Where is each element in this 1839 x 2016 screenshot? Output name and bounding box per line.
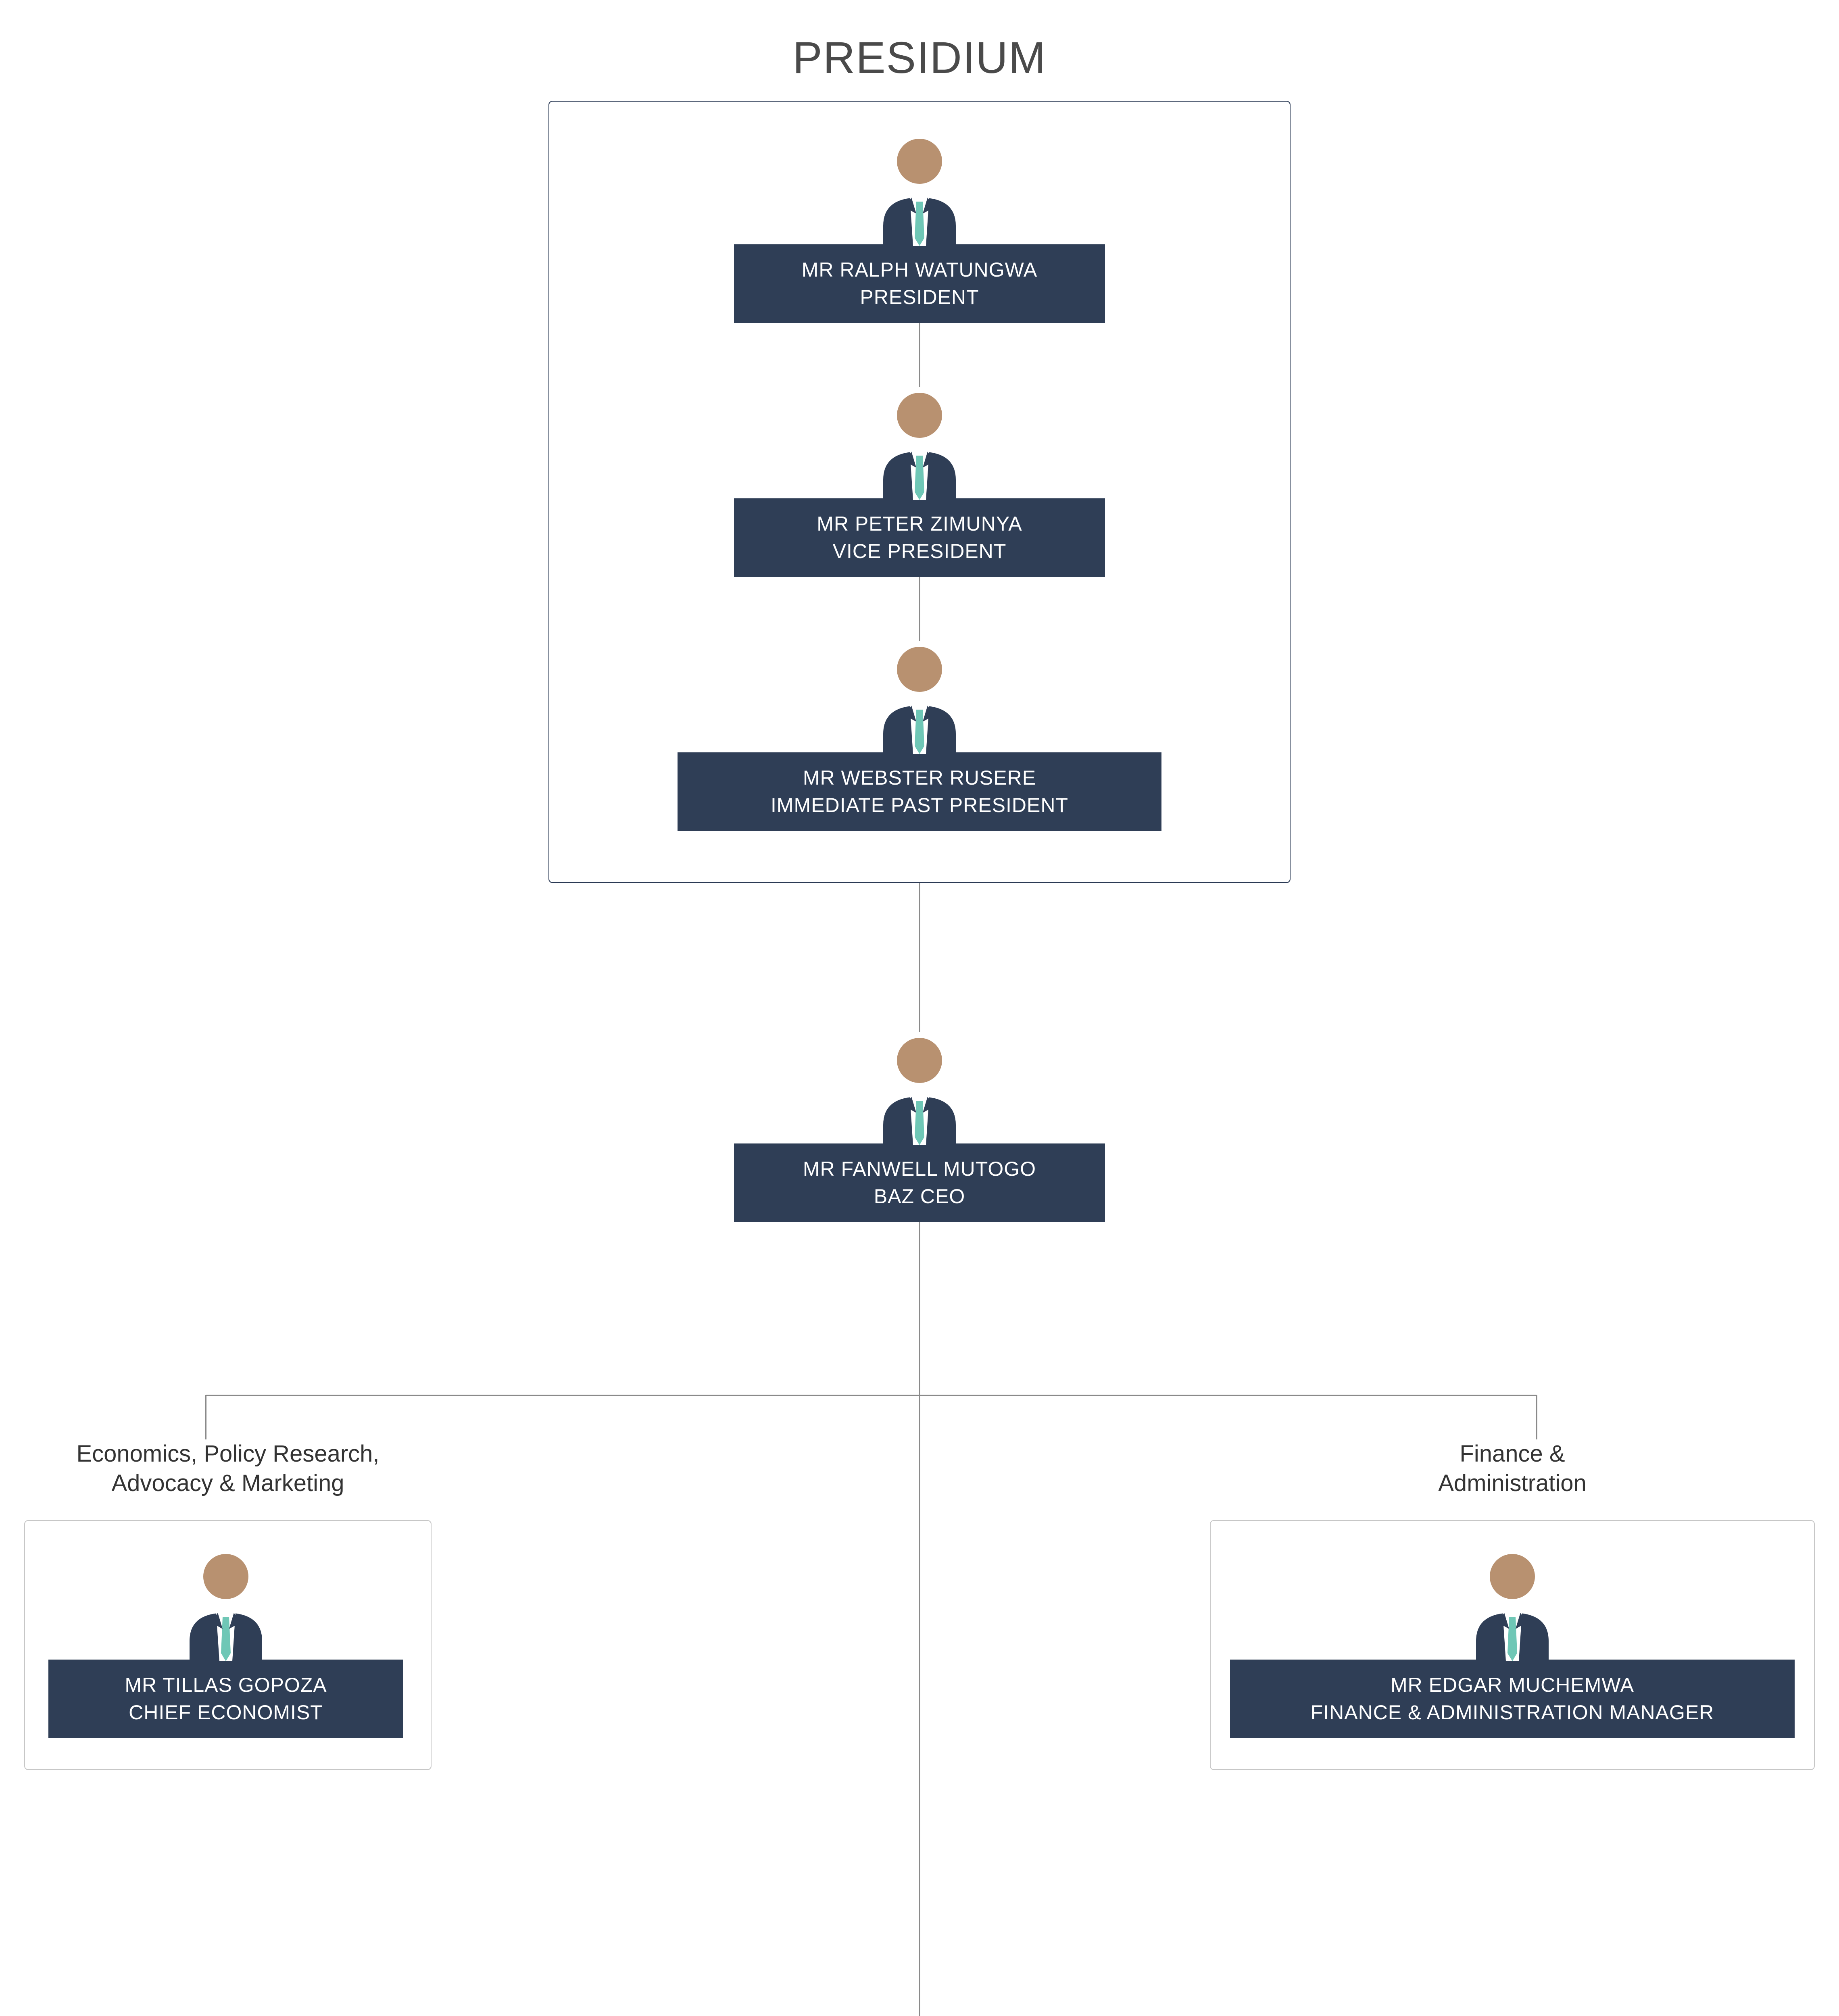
connector-line bbox=[1536, 1395, 1537, 1439]
connector-line bbox=[205, 1395, 206, 1439]
connector-line bbox=[919, 323, 920, 387]
person-role: PRESIDENT bbox=[754, 284, 1085, 311]
dept-title-line: Advocacy & Marketing bbox=[24, 1469, 432, 1498]
connector-line bbox=[919, 883, 920, 1032]
org-node-label: MR FANWELL MUTOGOBAZ CEO bbox=[734, 1143, 1105, 1222]
org-node-president: MR RALPH WATUNGWAPRESIDENT bbox=[734, 133, 1105, 323]
org-node-past-pres: MR WEBSTER RUSEREIMMEDIATE PAST PRESIDEN… bbox=[678, 641, 1161, 831]
org-node-label: MR RALPH WATUNGWAPRESIDENT bbox=[734, 244, 1105, 323]
org-node-economist: MR TILLAS GOPOZACHIEF ECONOMIST bbox=[48, 1548, 403, 1738]
person-role: IMMEDIATE PAST PRESIDENT bbox=[698, 792, 1141, 819]
person-icon bbox=[871, 641, 968, 754]
org-node-label: MR WEBSTER RUSEREIMMEDIATE PAST PRESIDEN… bbox=[678, 752, 1161, 831]
person-icon bbox=[734, 133, 1105, 246]
person-icon bbox=[734, 387, 1105, 500]
org-node-fin-mgr: MR EDGAR MUCHEMWAFINANCE & ADMINISTRATIO… bbox=[1230, 1548, 1795, 1738]
person-role: VICE PRESIDENT bbox=[754, 538, 1085, 565]
person-name: MR TILLAS GOPOZA bbox=[69, 1672, 383, 1699]
person-name: MR FANWELL MUTOGO bbox=[754, 1156, 1085, 1183]
person-icon bbox=[1230, 1548, 1795, 1661]
person-name: MR PETER ZIMUNYA bbox=[754, 510, 1085, 538]
connector-line bbox=[206, 1395, 1537, 1396]
person-role: BAZ CEO bbox=[754, 1183, 1085, 1210]
person-role: FINANCE & ADMINISTRATION MANAGER bbox=[1250, 1699, 1774, 1727]
dept-title-line: Finance & bbox=[1331, 1439, 1694, 1469]
person-name: MR WEBSTER RUSERE bbox=[698, 764, 1141, 792]
connector-line bbox=[919, 1395, 920, 2016]
org-node-vp: MR PETER ZIMUNYAVICE PRESIDENT bbox=[734, 387, 1105, 577]
connector-line bbox=[919, 1222, 920, 1395]
org-node-label: MR EDGAR MUCHEMWAFINANCE & ADMINISTRATIO… bbox=[1230, 1660, 1795, 1738]
dept-title-line: Administration bbox=[1331, 1469, 1694, 1498]
person-icon bbox=[1464, 1548, 1561, 1661]
person-icon bbox=[48, 1548, 403, 1661]
page-title: PRESIDIUM bbox=[0, 32, 1839, 83]
org-node-ceo: MR FANWELL MUTOGOBAZ CEO bbox=[734, 1032, 1105, 1222]
person-icon bbox=[871, 387, 968, 500]
dept-title-economics: Economics, Policy Research, Advocacy & M… bbox=[24, 1439, 432, 1498]
person-icon bbox=[678, 641, 1161, 754]
person-icon bbox=[177, 1548, 274, 1661]
person-icon bbox=[871, 133, 968, 246]
dept-title-finance: Finance & Administration bbox=[1331, 1439, 1694, 1498]
person-icon bbox=[871, 1032, 968, 1145]
person-name: MR RALPH WATUNGWA bbox=[754, 256, 1085, 284]
person-role: CHIEF ECONOMIST bbox=[69, 1699, 383, 1727]
org-node-label: MR PETER ZIMUNYAVICE PRESIDENT bbox=[734, 498, 1105, 577]
dept-title-line: Economics, Policy Research, bbox=[24, 1439, 432, 1469]
person-icon bbox=[734, 1032, 1105, 1145]
org-node-label: MR TILLAS GOPOZACHIEF ECONOMIST bbox=[48, 1660, 403, 1738]
person-name: MR EDGAR MUCHEMWA bbox=[1250, 1672, 1774, 1699]
connector-line bbox=[919, 577, 920, 641]
